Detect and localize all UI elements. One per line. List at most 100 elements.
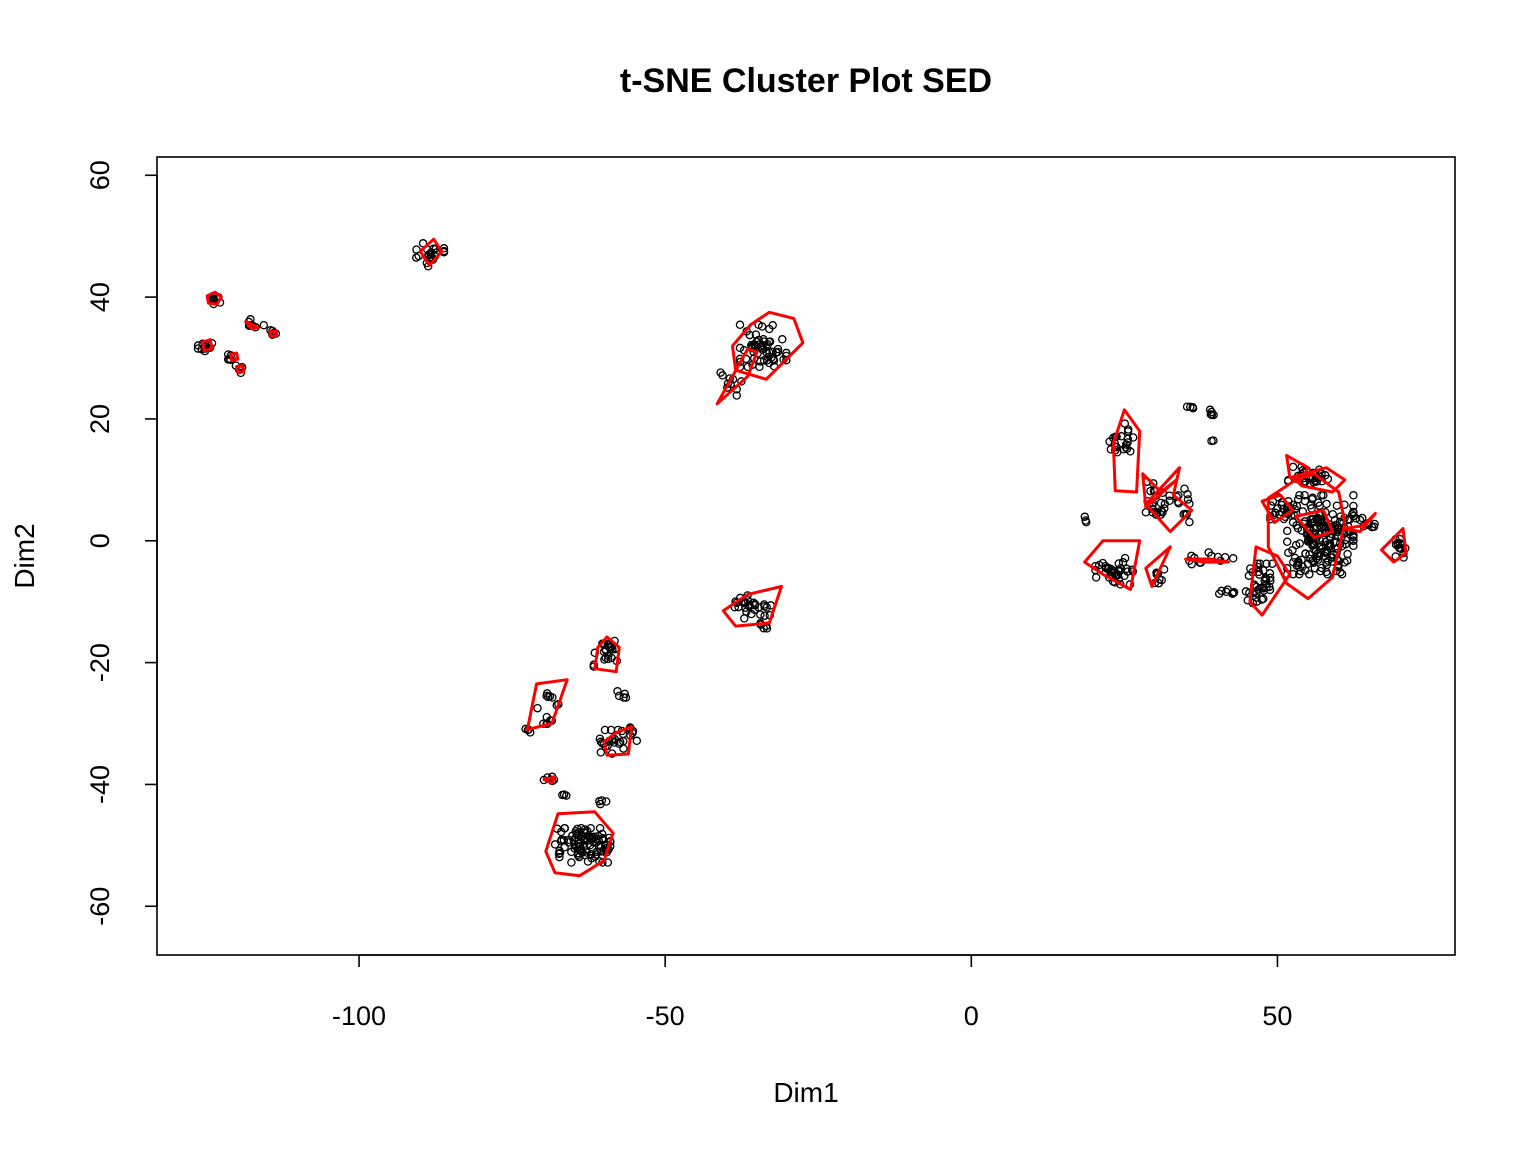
- data-point: [601, 797, 611, 806]
- data-point: [559, 790, 569, 799]
- data-point: [1254, 567, 1263, 577]
- data-point: [1300, 490, 1309, 500]
- data-point: [1393, 540, 1403, 550]
- data-point: [554, 849, 564, 859]
- data-point: [757, 322, 767, 331]
- data-point: [1123, 438, 1132, 447]
- data-point: [1305, 569, 1314, 579]
- data-point: [1160, 499, 1170, 509]
- data-point: [1091, 573, 1101, 582]
- cluster-hull: [721, 585, 783, 628]
- cluster-hull: [1266, 472, 1347, 601]
- data-point: [1293, 560, 1303, 570]
- y-axis: -60 -40 -20 0 20 40 60: [85, 160, 158, 926]
- data-point: [603, 858, 613, 867]
- y-axis-label: Dim2: [9, 523, 40, 588]
- data-point: [1123, 425, 1133, 434]
- data-point: [1349, 501, 1358, 511]
- data-point: [1120, 553, 1130, 563]
- data-point: [548, 693, 557, 702]
- y-tick-label: -20: [85, 643, 115, 682]
- cluster-hull: [1260, 493, 1295, 524]
- chart-title: t-SNE Cluster Plot SED: [620, 62, 992, 100]
- data-point: [555, 846, 564, 856]
- data-point: [716, 368, 725, 377]
- cluster-hull: [1144, 466, 1194, 534]
- y-tick-label: 40: [85, 282, 115, 312]
- data-point: [1146, 486, 1155, 496]
- data-point: [1324, 556, 1333, 565]
- data-point: [1113, 571, 1123, 580]
- data-point: [1306, 554, 1315, 564]
- data-point: [1109, 566, 1118, 575]
- data-point: [606, 725, 616, 735]
- data-point: [596, 748, 606, 757]
- cluster-hull: [542, 775, 557, 785]
- data-point: [1262, 583, 1271, 592]
- data-point: [577, 831, 586, 841]
- data-point: [1357, 513, 1367, 523]
- cluster-hull: [200, 338, 214, 353]
- cluster-hull: [268, 329, 278, 338]
- data-point: [581, 846, 591, 855]
- data-point: [1307, 519, 1316, 528]
- data-point: [1241, 587, 1251, 596]
- data-point: [600, 725, 610, 735]
- data-point: [585, 832, 595, 841]
- data-point: [759, 334, 768, 344]
- x-tick-label: 0: [964, 1001, 979, 1031]
- data-point: [1262, 559, 1271, 568]
- x-axis: -100 -50 0 50: [332, 954, 1292, 1031]
- cluster-hull: [1248, 545, 1292, 617]
- data-point: [595, 823, 605, 833]
- data-point: [1228, 554, 1238, 563]
- data-point: [1303, 537, 1313, 546]
- cluster-hull: [1184, 557, 1230, 564]
- cluster-hull: [1083, 539, 1142, 591]
- data-point: [1158, 507, 1167, 517]
- data-point: [732, 391, 741, 400]
- data-point: [1188, 404, 1198, 413]
- data-point: [1282, 526, 1292, 536]
- data-point: [765, 324, 774, 334]
- cluster-hull: [229, 351, 240, 362]
- y-tick-label: -60: [85, 887, 115, 926]
- data-point: [1317, 541, 1326, 550]
- data-point: [1128, 433, 1138, 442]
- cluster-hull: [715, 347, 759, 406]
- data-point: [586, 823, 595, 833]
- data-point: [621, 693, 631, 702]
- data-point: [1295, 490, 1304, 500]
- cluster-hull: [731, 310, 805, 381]
- data-point: [557, 835, 566, 844]
- data-point: [567, 858, 576, 867]
- data-point: [1111, 445, 1120, 455]
- data-point: [426, 249, 435, 259]
- data-point: [595, 734, 605, 743]
- y-tick-label: 20: [85, 404, 115, 434]
- data-point: [1310, 545, 1319, 554]
- x-tick-label: -50: [646, 1001, 685, 1031]
- data-point: [1323, 540, 1332, 549]
- cluster-hull: [544, 810, 615, 878]
- data-point: [1183, 495, 1193, 504]
- data-point: [1355, 515, 1365, 525]
- data-point: [1308, 493, 1317, 503]
- data-point: [555, 852, 564, 862]
- data-point: [550, 840, 560, 849]
- data-point: [560, 843, 569, 852]
- cluster-hull: [1343, 511, 1377, 534]
- data-point: [603, 654, 613, 664]
- data-point: [594, 836, 604, 846]
- data-point: [737, 377, 746, 386]
- cluster-hull: [235, 363, 246, 375]
- cluster-hull: [1144, 545, 1172, 588]
- data-point: [754, 335, 763, 345]
- data-point: [1122, 444, 1132, 454]
- data-point: [580, 825, 590, 834]
- data-point: [1101, 561, 1110, 571]
- data-point: [1288, 462, 1298, 472]
- data-point: [564, 838, 573, 847]
- cluster-hull: [244, 320, 260, 331]
